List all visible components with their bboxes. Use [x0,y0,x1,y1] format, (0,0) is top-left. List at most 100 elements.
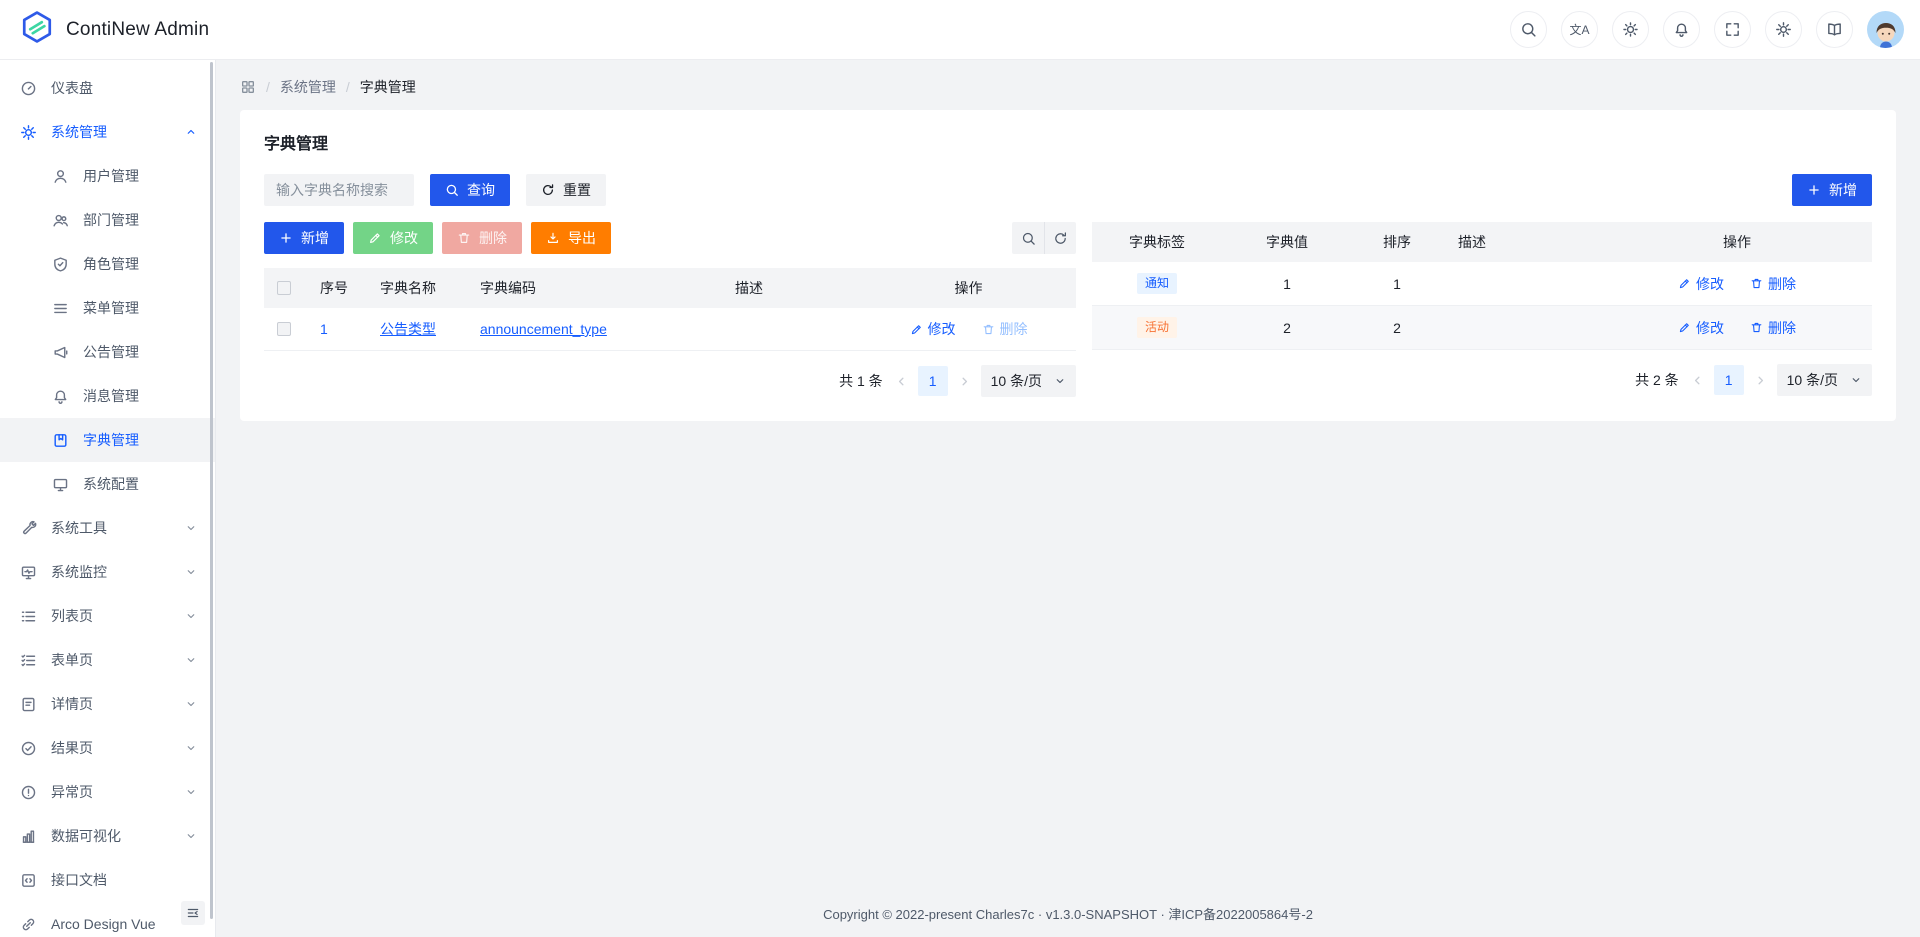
item-delete-link[interactable]: 删除 [1750,318,1796,338]
next-page-icon[interactable] [958,375,971,388]
chevron-down-icon [185,830,197,842]
column-header-operations: 操作 [954,280,983,296]
sidebar-item-label: 系统工具 [51,520,107,536]
theme-light-icon[interactable] [1612,11,1649,48]
sidebar-item-list-pages[interactable]: 列表页 [0,594,215,638]
check-circle-icon [20,740,37,757]
sidebar-subitem-announcement-management[interactable]: 公告管理 [0,330,215,374]
pencil-icon [1678,277,1691,290]
user-icon [52,168,69,185]
chevron-down-icon [185,742,197,754]
row-edit-link[interactable]: 修改 [910,319,956,339]
main-content: / 系统管理 / 字典管理 字典管理 查询 重置 [216,60,1920,937]
dictionary-name-link[interactable]: 公告类型 [380,321,436,337]
page-number-button[interactable]: 1 [917,366,948,396]
sidebar-subitem-user-management[interactable]: 用户管理 [0,154,215,198]
sidebar-item-detail-pages[interactable]: 详情页 [0,682,215,726]
row-delete-link[interactable]: 删除 [982,319,1028,339]
sidebar-item-exception-pages[interactable]: 异常页 [0,770,215,814]
sidebar-subitem-menu-management[interactable]: 菜单管理 [0,286,215,330]
table-search-icon[interactable] [1012,222,1044,254]
item-edit-link[interactable]: 修改 [1678,274,1724,294]
row-checkbox[interactable] [277,322,291,336]
dictionary-card: 字典管理 查询 重置 新增 [240,110,1896,421]
item-delete-label: 删除 [1768,275,1796,292]
sidebar-scrollbar[interactable] [210,62,213,919]
item-value: 2 [1283,319,1291,336]
sidebar-item-label: 接口文档 [51,872,107,888]
next-page-icon[interactable] [1754,374,1767,387]
total-count: 共 2 条 [1635,372,1679,388]
table-refresh-icon[interactable] [1044,222,1076,254]
page-size-select[interactable]: 10 条/页 [1776,364,1872,396]
sidebar-item-data-visualization[interactable]: 数据可视化 [0,814,215,858]
sidebar-menu: 仪表盘 系统管理 用户管理 部门管理 角色管理 菜单管理 [0,66,215,937]
sidebar-subitem-department-management[interactable]: 部门管理 [0,198,215,242]
sidebar-item-label: 公告管理 [83,344,139,360]
prev-page-icon[interactable] [1691,374,1704,387]
add-dictionary-button[interactable]: 新增 [264,222,344,254]
reset-button[interactable]: 重置 [526,174,606,206]
top-bar: ContiNew Admin 文A [0,0,1920,60]
row-edit-label: 修改 [927,321,956,337]
refresh-icon [541,183,555,197]
page-size-select[interactable]: 10 条/页 [980,365,1076,397]
page-number-button[interactable]: 1 [1713,365,1744,395]
edit-dictionary-button-label: 修改 [390,230,418,246]
sidebar: 仪表盘 系统管理 用户管理 部门管理 角色管理 菜单管理 [0,60,216,937]
sidebar-item-system-tools[interactable]: 系统工具 [0,506,215,550]
trash-icon [1750,321,1763,334]
sidebar-collapse-button[interactable] [181,901,205,925]
trash-icon [982,323,995,336]
select-all-checkbox[interactable] [277,281,291,295]
sidebar-subitem-message-management[interactable]: 消息管理 [0,374,215,418]
sidebar-item-api-docs[interactable]: 接口文档 [0,858,215,902]
dictionary-code-link[interactable]: announcement_type [480,321,607,337]
sidebar-subitem-system-config[interactable]: 系统配置 [0,462,215,506]
breadcrumb-separator: / [266,79,270,95]
apps-grid-icon[interactable] [240,79,256,95]
export-button[interactable]: 导出 [531,222,611,254]
sidebar-item-form-pages[interactable]: 表单页 [0,638,215,682]
docs-book-icon[interactable] [1816,11,1853,48]
settings-gear-icon[interactable] [1765,11,1802,48]
menu-lines-icon [52,300,69,317]
sidebar-item-label: 数据可视化 [51,828,121,844]
dictionary-table-row: 1 公告类型 announcement_type 修改 删除 [264,308,1076,351]
sidebar-item-dashboard[interactable]: 仪表盘 [0,66,215,110]
prev-page-icon[interactable] [895,375,908,388]
add-dictionary-button-label: 新增 [301,230,329,246]
fullscreen-icon[interactable] [1714,11,1751,48]
edit-dictionary-button[interactable]: 修改 [353,222,433,254]
item-edit-label: 修改 [1696,319,1724,336]
dictionary-list-panel: 新增 修改 删除 导出 [264,222,1076,397]
sidebar-item-arco-design-vue[interactable]: Arco Design Vue [0,902,215,937]
add-item-button[interactable]: 新增 [1792,174,1872,206]
row-delete-label: 删除 [999,321,1028,337]
delete-dictionary-button-label: 删除 [479,230,507,246]
search-icon[interactable] [1510,11,1547,48]
query-button[interactable]: 查询 [430,174,510,206]
sidebar-item-system-management[interactable]: 系统管理 [0,110,215,154]
chevron-down-icon [185,522,197,534]
sidebar-item-label: 详情页 [51,696,93,712]
sidebar-subitem-role-management[interactable]: 角色管理 [0,242,215,286]
sidebar-item-label: 表单页 [51,652,93,668]
dictionary-search-input[interactable] [264,174,414,206]
delete-dictionary-button[interactable]: 删除 [442,222,522,254]
user-avatar[interactable] [1867,11,1904,48]
app-logo-icon [20,10,54,49]
sidebar-item-label: 字典管理 [83,432,139,448]
app-title: ContiNew Admin [66,18,210,40]
breadcrumb-item-system-management[interactable]: 系统管理 [279,79,336,95]
sidebar-item-system-monitor[interactable]: 系统监控 [0,550,215,594]
translate-icon[interactable]: 文A [1561,11,1598,48]
item-delete-link[interactable]: 删除 [1750,274,1796,294]
item-edit-link[interactable]: 修改 [1678,318,1724,338]
sidebar-item-result-pages[interactable]: 结果页 [0,726,215,770]
page-size-value: 10 条/页 [990,373,1042,389]
sidebar-subitem-dictionary-management[interactable]: 字典管理 [0,418,215,462]
notifications-bell-icon[interactable] [1663,11,1700,48]
wrench-icon [20,520,37,537]
items-pagination: 共 2 条 1 10 条/页 [1092,364,1872,396]
